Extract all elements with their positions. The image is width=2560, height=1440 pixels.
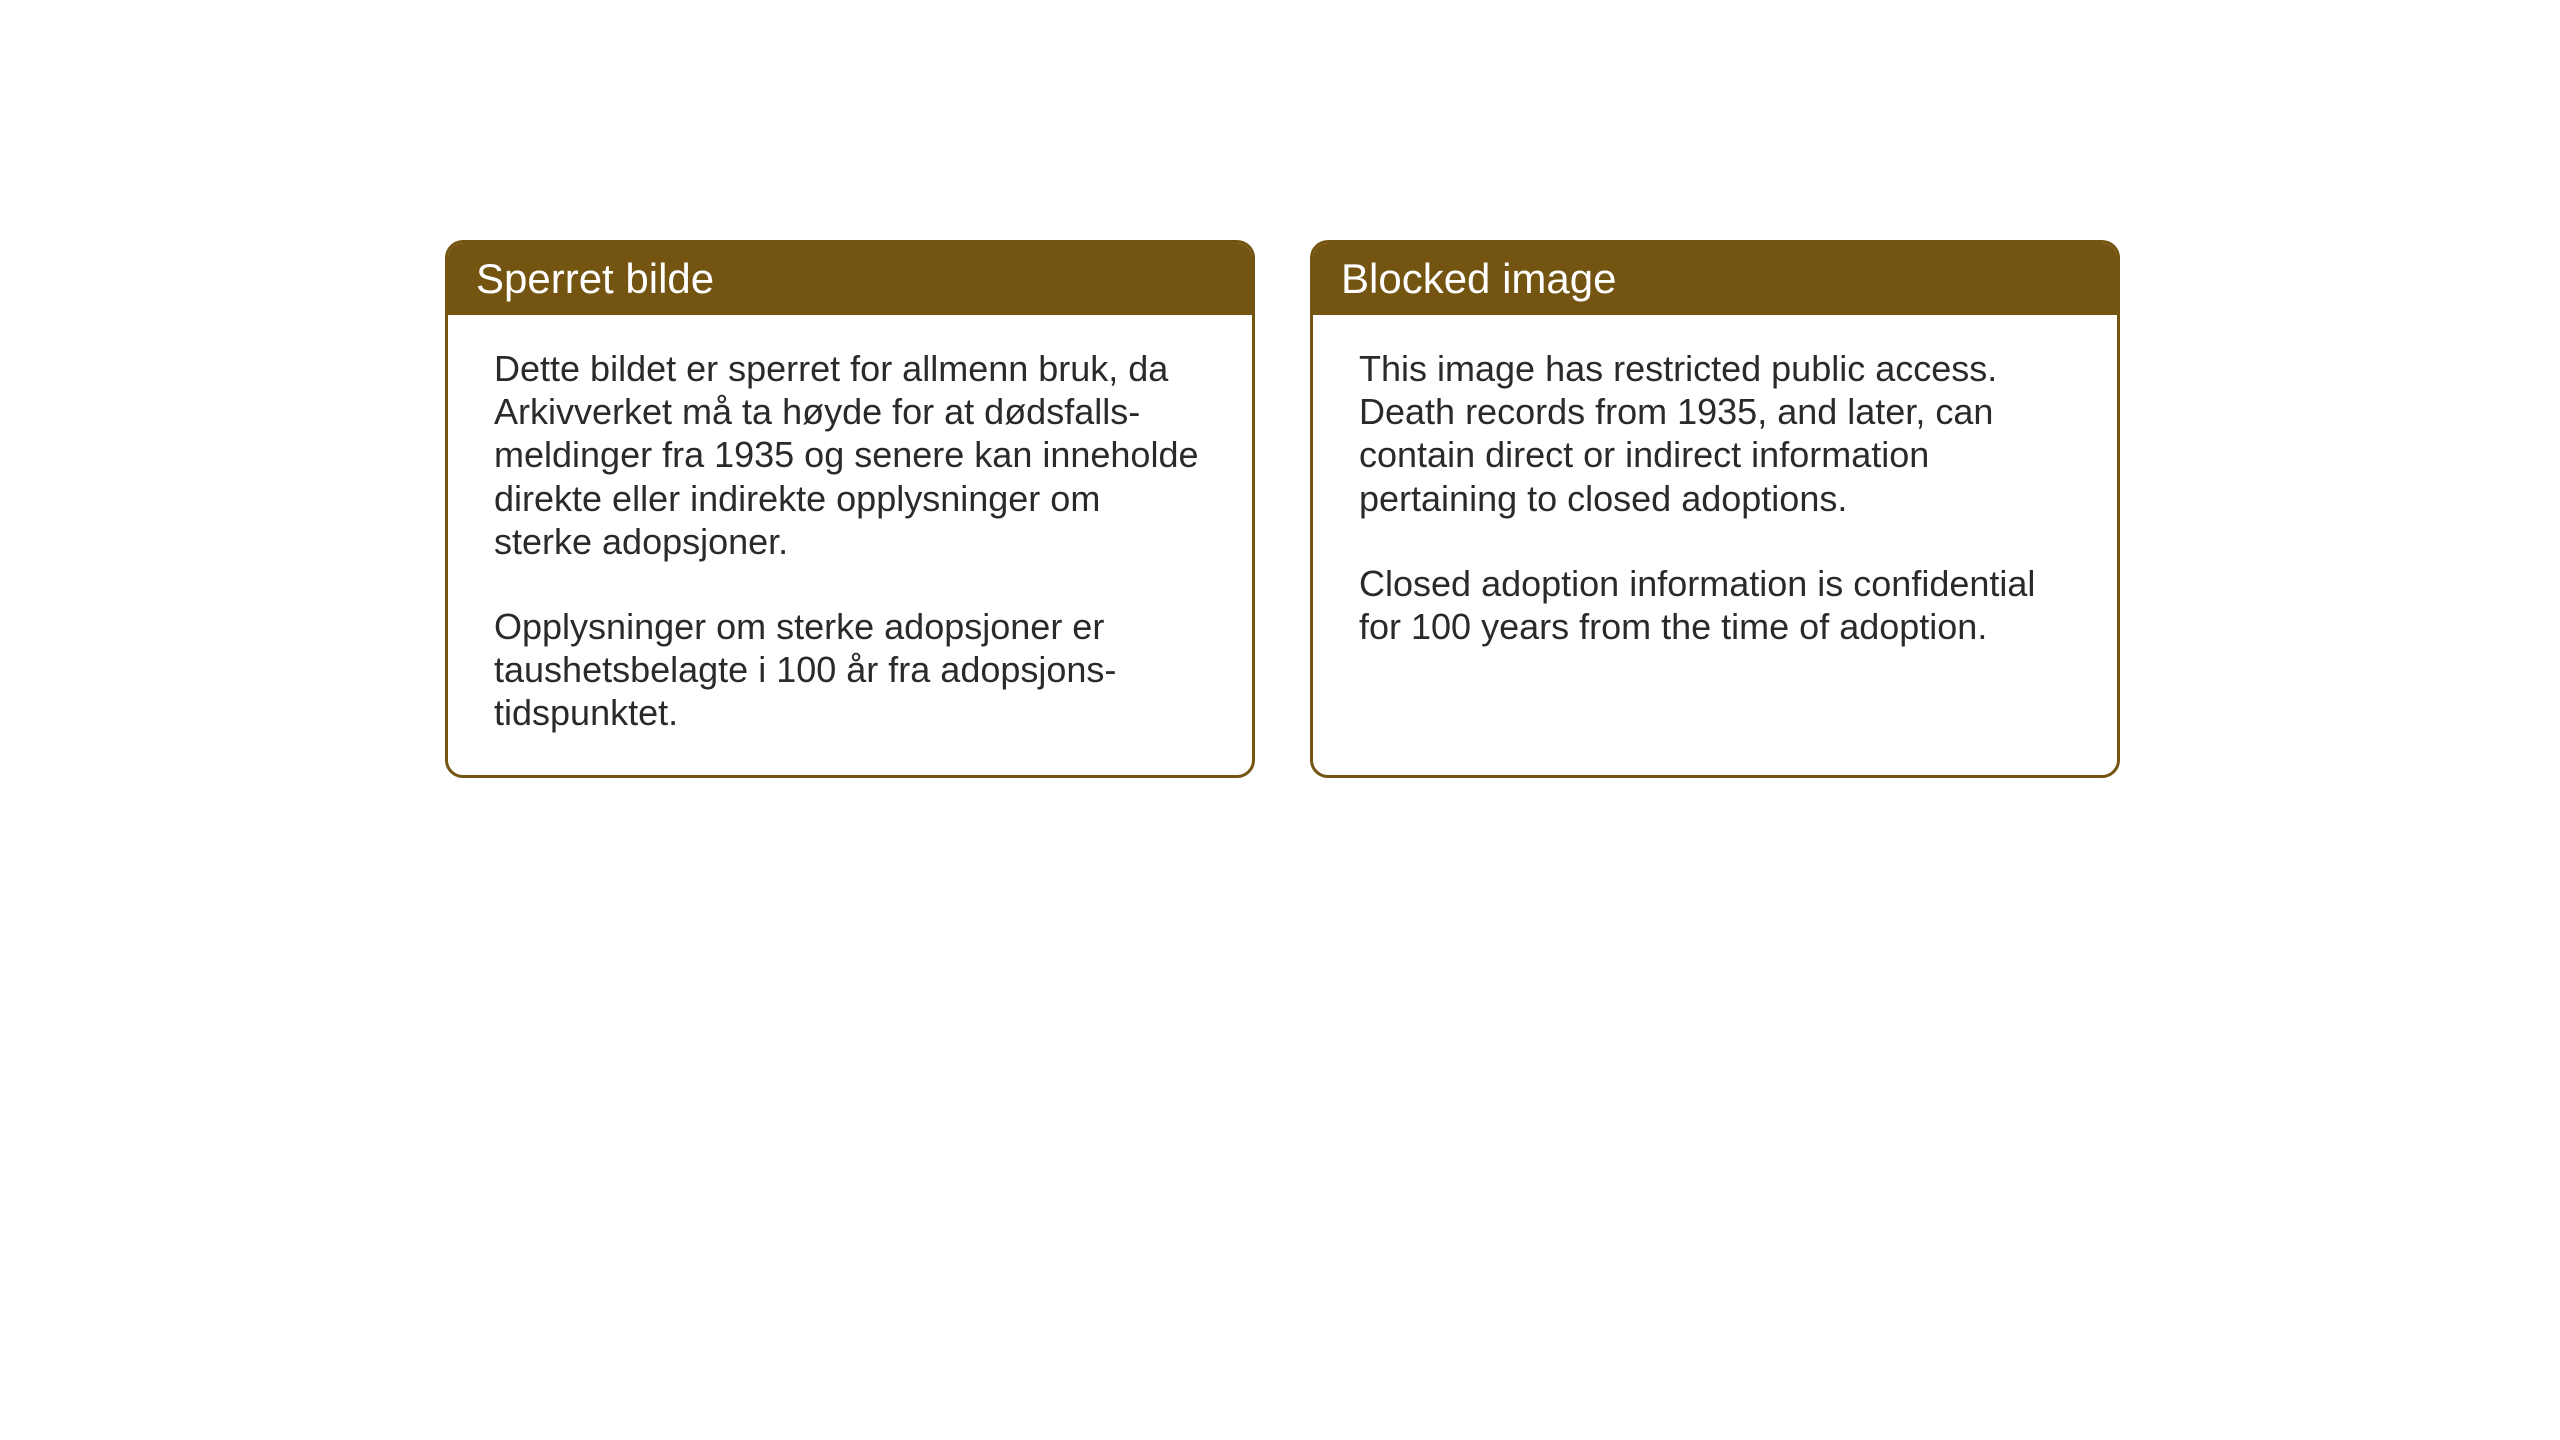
notice-card-norwegian: Sperret bilde Dette bildet er sperret fo… (445, 240, 1255, 778)
card-title-norwegian: Sperret bilde (476, 255, 714, 302)
card-title-english: Blocked image (1341, 255, 1616, 302)
paragraph-2-english: Closed adoption information is confident… (1359, 562, 2071, 648)
card-body-english: This image has restricted public access.… (1313, 315, 2117, 755)
notice-container: Sperret bilde Dette bildet er sperret fo… (445, 240, 2120, 778)
paragraph-2-norwegian: Opplysninger om sterke adopsjoner er tau… (494, 605, 1206, 735)
card-header-english: Blocked image (1313, 243, 2117, 315)
paragraph-1-norwegian: Dette bildet er sperret for allmenn bruk… (494, 347, 1206, 563)
card-body-norwegian: Dette bildet er sperret for allmenn bruk… (448, 315, 1252, 775)
paragraph-1-english: This image has restricted public access.… (1359, 347, 2071, 520)
card-header-norwegian: Sperret bilde (448, 243, 1252, 315)
notice-card-english: Blocked image This image has restricted … (1310, 240, 2120, 778)
